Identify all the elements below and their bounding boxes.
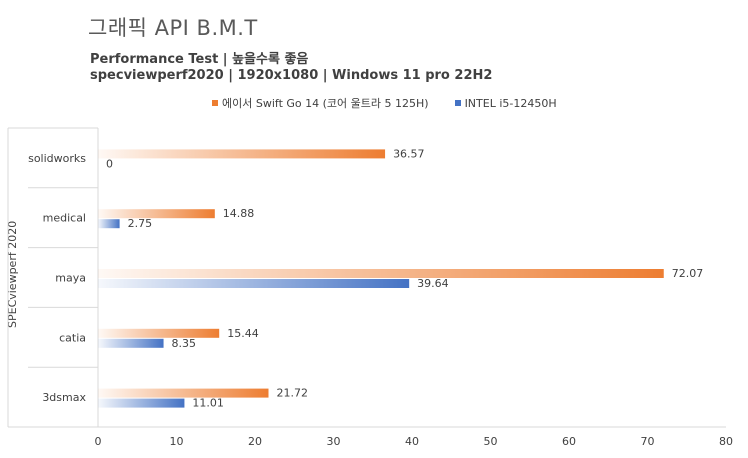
data-label-solidworks-series-1: 36.57 [393, 147, 425, 160]
x-tick-label-50: 50 [484, 435, 498, 448]
bar-maya-series-1 [98, 269, 664, 278]
x-tick-label-70: 70 [641, 435, 655, 448]
x-tick-label-60: 60 [562, 435, 576, 448]
data-label-3dsmax-series-1: 21.72 [277, 387, 309, 400]
bar-catia-series-2 [98, 338, 164, 348]
data-label-medical-series-1: 14.88 [223, 207, 255, 220]
x-tick-label-0: 0 [95, 435, 102, 448]
x-tick-label-80: 80 [719, 435, 733, 448]
data-label-solidworks-series-2: 0 [106, 157, 113, 170]
legend-swatch-series-2 [454, 100, 461, 106]
bar-catia-series-1 [98, 328, 220, 338]
x-tick-label-40: 40 [405, 435, 419, 448]
x-tick-label-30: 30 [327, 435, 341, 448]
chart-subtitle-1: Performance Test | 높을수록 좋음 [90, 52, 309, 67]
category-label-3dsmax: 3dsmax [42, 391, 86, 404]
data-label-maya-series-1: 72.07 [672, 267, 704, 280]
data-label-catia-series-1: 15.44 [227, 327, 258, 340]
legend-item-series-1: 에이서 Swift Go 14 (코어 울트라 5 125H) [212, 95, 429, 111]
x-tick-label-20: 20 [248, 435, 262, 448]
legend-label-series-1: 에이서 Swift Go 14 (코어 울트라 5 125H) [222, 97, 429, 110]
data-label-3dsmax-series-2: 11.01 [192, 397, 224, 410]
chart-subtitle-2: specviewperf2020 | 1920x1080 | Windows 1… [90, 68, 493, 83]
category-label-catia: catia [59, 331, 86, 344]
chart-title: 그래픽 API B.M.T [88, 16, 258, 40]
legend: 에이서 Swift Go 14 (코어 울트라 5 125H) INTEL i5… [212, 95, 557, 111]
data-label-medical-series-2: 2.75 [128, 217, 152, 230]
bar-3dsmax-series-1 [98, 388, 269, 398]
bar-medical-series-1 [98, 209, 215, 219]
category-label-maya: maya [55, 272, 86, 285]
legend-swatch-series-1 [212, 100, 218, 106]
data-label-catia-series-2: 8.35 [172, 337, 197, 350]
data-label-maya-series-2: 39.64 [417, 277, 449, 290]
bar-solidworks-series-1 [98, 149, 386, 159]
category-label-medical: medical [43, 212, 86, 225]
x-tick-label-10: 10 [170, 435, 184, 448]
bar-medical-series-2 [98, 219, 120, 229]
bar-3dsmax-series-2 [98, 398, 185, 408]
legend-label-series-2: INTEL i5-12450H [464, 96, 557, 110]
category-label-solidworks: solidworks [28, 152, 86, 165]
bar-maya-series-2 [98, 279, 410, 288]
legend-item-series-2: INTEL i5-12450H [454, 96, 557, 110]
